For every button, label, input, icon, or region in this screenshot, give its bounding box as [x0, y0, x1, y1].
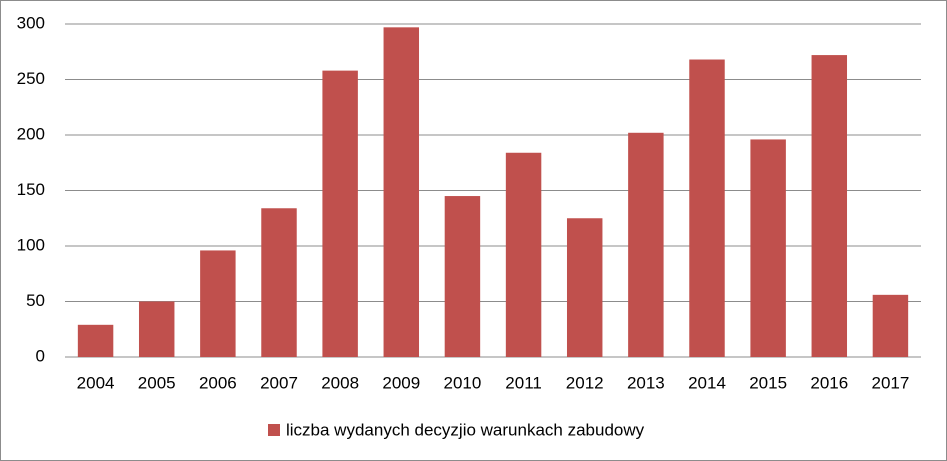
- x-tick-label: 2016: [810, 373, 848, 392]
- bar: [383, 27, 420, 358]
- bar: [689, 59, 725, 358]
- x-tick-label: 2015: [749, 373, 787, 392]
- bar: [811, 55, 848, 357]
- legend-label: liczba wydanych decyzjio warunkach zabud…: [286, 420, 645, 439]
- bar: [322, 70, 358, 358]
- x-tick-label: 2014: [688, 373, 726, 392]
- x-tick-label: 2005: [138, 373, 176, 392]
- x-tick-label: 2004: [77, 373, 115, 392]
- bar: [261, 208, 297, 357]
- x-tick-label: 2010: [444, 373, 482, 392]
- bar: [628, 132, 664, 357]
- x-tick-label: 2011: [505, 373, 542, 392]
- y-tick-label: 150: [17, 180, 45, 199]
- bar: [750, 139, 786, 357]
- y-tick-label: 50: [26, 291, 45, 310]
- x-tick-label: 2006: [199, 373, 237, 392]
- x-tick-label: 2017: [872, 373, 910, 392]
- x-tick-label: 2007: [260, 373, 298, 392]
- bar: [444, 196, 481, 357]
- y-tick-label: 250: [17, 69, 45, 88]
- bar: [77, 324, 114, 357]
- bar: [505, 152, 542, 357]
- x-tick-label: 2012: [566, 373, 604, 392]
- bar: [138, 301, 175, 357]
- y-tick-label: 300: [17, 13, 45, 32]
- y-tick-label: 200: [17, 124, 45, 143]
- x-tick-label: 2008: [321, 373, 359, 392]
- bar: [566, 218, 603, 357]
- y-tick-label: 0: [36, 346, 45, 365]
- x-tick-label: 2013: [627, 373, 665, 392]
- x-tick-label: 2009: [382, 373, 420, 392]
- bar: [200, 250, 236, 357]
- legend-swatch: [268, 424, 280, 436]
- bar: [872, 294, 909, 357]
- y-tick-label: 100: [17, 235, 45, 254]
